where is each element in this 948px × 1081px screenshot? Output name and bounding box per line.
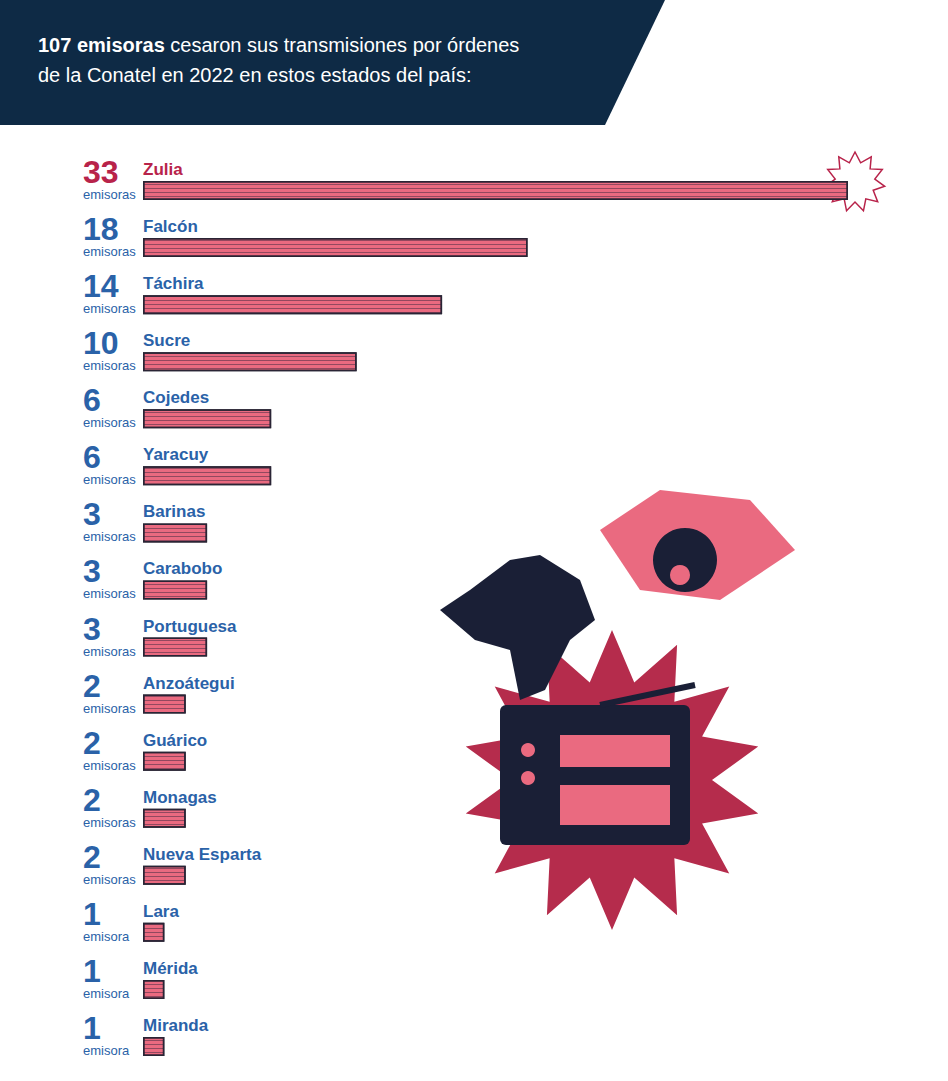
svg-text:emisoras: emisoras — [83, 586, 136, 601]
svg-text:Barinas: Barinas — [143, 502, 205, 521]
svg-text:emisora: emisora — [83, 929, 130, 944]
svg-text:6: 6 — [83, 439, 101, 475]
svg-text:Monagas: Monagas — [143, 788, 217, 807]
svg-text:de la Conatel en 2022 en estos: de la Conatel en 2022 en estos estados d… — [38, 64, 472, 86]
svg-text:2: 2 — [83, 725, 101, 761]
svg-text:emisoras: emisoras — [83, 644, 136, 659]
svg-text:3: 3 — [83, 496, 101, 532]
svg-text:Lara: Lara — [143, 902, 179, 921]
svg-text:emisoras: emisoras — [83, 415, 136, 430]
svg-text:2: 2 — [83, 782, 101, 818]
svg-text:10: 10 — [83, 325, 119, 361]
svg-text:Guárico: Guárico — [143, 731, 207, 750]
svg-text:emisoras: emisoras — [83, 872, 136, 887]
svg-text:Falcón: Falcón — [143, 217, 198, 236]
svg-text:emisoras: emisoras — [83, 758, 136, 773]
svg-text:emisoras: emisoras — [83, 358, 136, 373]
svg-text:1: 1 — [83, 1010, 101, 1046]
svg-text:Anzoátegui: Anzoátegui — [143, 674, 235, 693]
svg-text:1: 1 — [83, 896, 101, 932]
svg-text:Portuguesa: Portuguesa — [143, 617, 237, 636]
svg-text:18: 18 — [83, 211, 119, 247]
svg-text:Táchira: Táchira — [143, 274, 204, 293]
svg-text:3: 3 — [83, 611, 101, 647]
svg-text:Sucre: Sucre — [143, 331, 190, 350]
svg-text:emisora: emisora — [83, 1043, 130, 1058]
svg-text:Cojedes: Cojedes — [143, 388, 209, 407]
svg-text:emisoras: emisoras — [83, 301, 136, 316]
svg-text:emisora: emisora — [83, 986, 130, 1001]
svg-text:Mérida: Mérida — [143, 959, 198, 978]
svg-text:107 emisoras: 107 emisoras — [38, 34, 165, 56]
svg-text:emisoras: emisoras — [83, 244, 136, 259]
svg-text:cesaron sus transmisiones por: cesaron sus transmisiones por órdenes — [165, 34, 520, 56]
svg-text:1: 1 — [83, 953, 101, 989]
svg-text:Carabobo: Carabobo — [143, 559, 222, 578]
svg-text:emisoras: emisoras — [83, 529, 136, 544]
svg-text:emisoras: emisoras — [83, 472, 136, 487]
svg-text:Yaracuy: Yaracuy — [143, 445, 209, 464]
svg-text:Miranda: Miranda — [143, 1016, 209, 1035]
svg-text:emisoras: emisoras — [83, 187, 136, 202]
svg-text:6: 6 — [83, 382, 101, 418]
svg-text:33: 33 — [83, 154, 119, 190]
svg-text:Zulia: Zulia — [143, 160, 183, 179]
svg-text:Nueva Esparta: Nueva Esparta — [143, 845, 262, 864]
svg-text:2: 2 — [83, 668, 101, 704]
svg-text:3: 3 — [83, 553, 101, 589]
svg-text:14: 14 — [83, 268, 119, 304]
svg-text:2: 2 — [83, 839, 101, 875]
svg-text:emisoras: emisoras — [83, 815, 136, 830]
svg-text:emisoras: emisoras — [83, 701, 136, 716]
